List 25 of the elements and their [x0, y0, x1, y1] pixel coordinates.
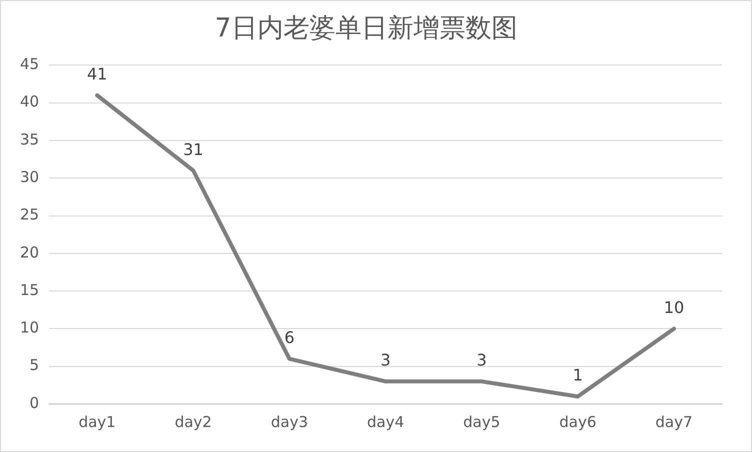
data-label: 6: [284, 328, 295, 347]
x-tick-label: day6: [559, 412, 596, 431]
x-tick-label: day4: [366, 412, 404, 431]
x-tick-label: day1: [78, 412, 116, 431]
x-tick-label: day3: [270, 412, 308, 431]
y-tick-label: 15: [20, 280, 40, 299]
y-tick-label: 0: [30, 394, 40, 412]
x-tick-label: day7: [655, 412, 693, 431]
data-label: 41: [86, 64, 108, 84]
chart-title: 7日内老婆单日新增票数图: [214, 13, 518, 44]
y-tick-label: 5: [30, 356, 40, 374]
y-tick-label: 40: [20, 92, 40, 111]
y-tick-label: 35: [20, 130, 40, 148]
y-tick-label: 30: [20, 168, 40, 186]
x-tick-label: day2: [174, 412, 212, 431]
y-tick-label: 25: [20, 206, 40, 224]
data-label: 3: [476, 350, 487, 370]
data-label: 3: [380, 350, 391, 370]
data-label: 31: [183, 140, 204, 159]
y-tick-label: 20: [20, 243, 40, 262]
y-tick-label: 10: [20, 318, 40, 337]
x-tick-label: day5: [463, 412, 500, 431]
data-label: 1: [572, 366, 583, 385]
data-label: 10: [664, 298, 684, 317]
y-tick-label: 45: [20, 55, 40, 74]
